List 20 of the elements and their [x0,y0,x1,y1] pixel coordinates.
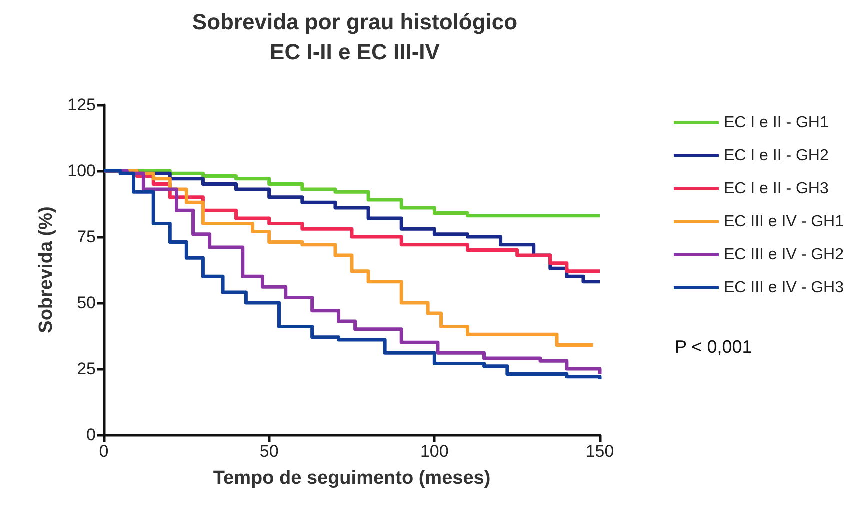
legend-label: EC I e II - GH1 [724,114,829,132]
x-tick-label: 0 [99,442,109,461]
y-tick-label: 0 [86,426,96,444]
y-tick-label: 75 [77,228,96,246]
chart-title: Sobrevida por grau histológico EC I-II e EC III-IV [192,10,518,64]
text: P < 0,001 [675,337,752,357]
y-axis-title: Sobrevida (%) [36,206,57,334]
x-tick-label: 50 [260,442,279,461]
legend-label: EC III e IV - GH2 [724,246,844,264]
y-tick-label: 50 [77,294,96,312]
y-tick-label: 25 [77,360,96,378]
x-tick-label: 150 [586,442,614,461]
legend-label: EC I e II - GH2 [724,148,829,164]
y-tick-label: 100 [68,162,96,180]
y-tick-label: 125 [68,96,96,114]
x-tick-label: 100 [420,442,449,461]
legend-label: EC III e IV - GH3 [724,280,844,296]
legend-label: EC III e IV - GH1 [724,214,844,230]
x-axis-title: Tempo de seguimento (meses) [213,468,491,489]
legend-label: EC I e II - GH3 [724,180,829,198]
